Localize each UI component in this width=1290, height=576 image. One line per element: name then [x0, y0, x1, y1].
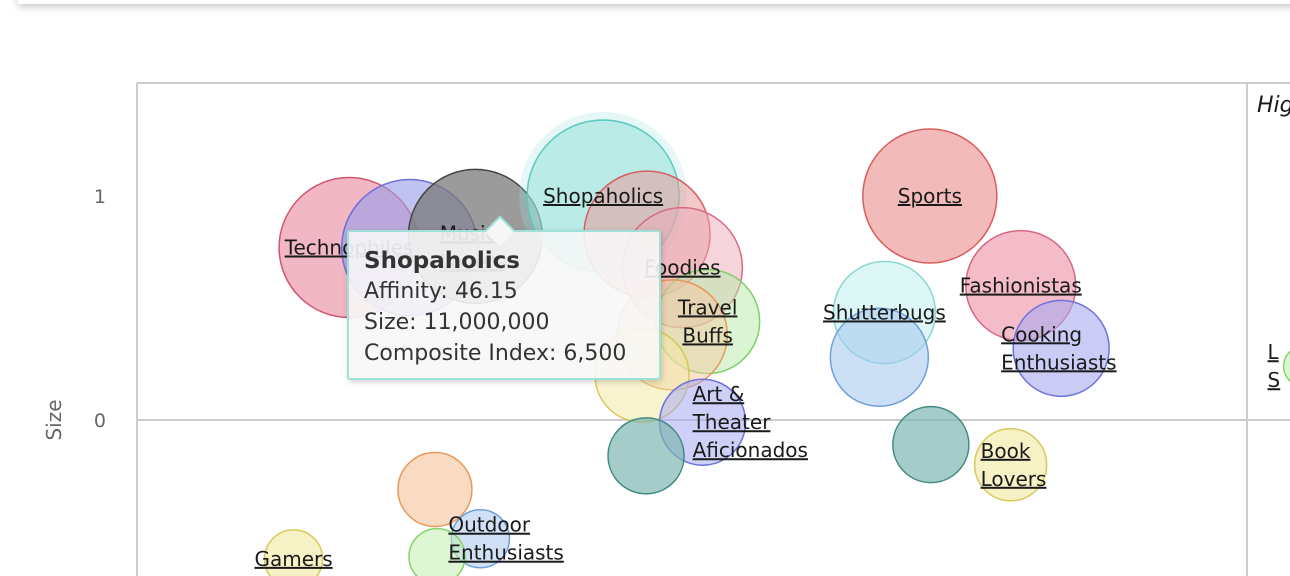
bubble-label-art-theater-aficionados: Theater [692, 410, 772, 434]
bubble-book-lovers [973, 428, 1048, 502]
bubble-blue-light [829, 307, 930, 408]
tooltip-affinity: Affinity: 46.15 [364, 279, 518, 304]
bubble-label-fashionistas: Fashionistas [960, 274, 1082, 298]
y-axis-title: Size [42, 399, 66, 440]
bubble-label-travel-buffs: Travel [677, 295, 737, 319]
bubble-teal-dark-b [892, 405, 970, 484]
quadrant-label: Hig [1257, 93, 1290, 118]
tooltip-composite-index: Composite Index: 6,500 [364, 341, 627, 366]
bubble-teal-dark-a [607, 417, 685, 495]
tooltip: Shopaholics Affinity: 46.15 Size: 11,000… [347, 215, 661, 380]
bubble-label-art-theater-aficionados: Art & [693, 382, 745, 406]
y-tick-label: 0 [94, 410, 106, 432]
bubble-label-gamers: Gamers [254, 547, 332, 571]
bubble-edge-green [1282, 350, 1290, 382]
bubble-label-book-lovers: Book [981, 439, 1031, 463]
bubble-orange-b [397, 451, 473, 528]
bubble-sports [862, 128, 998, 264]
bubble-label-cooking-enthusiasts: Enthusiasts [1001, 350, 1116, 374]
bubble-label-travel-buffs: Buffs [682, 323, 733, 347]
bubble-label-cooking-enthusiasts: Cooking [1001, 322, 1082, 346]
bubble-cooking-enthusiasts [1012, 299, 1110, 398]
bubble-label-art-theater-aficionados: Aficionados [693, 438, 808, 462]
y-tick-label: 1 [94, 186, 106, 208]
bubble-label-shopaholics: Shopaholics [543, 184, 663, 208]
tooltip-size: Size: 11,000,000 [364, 310, 550, 335]
tooltip-title: Shopaholics [364, 248, 520, 274]
bubble-label-edge-green: S [1268, 368, 1281, 392]
bubble-label-book-lovers: Lovers [981, 467, 1047, 491]
bubble-label-sports: Sports [898, 184, 962, 208]
bubble-label-outdoor-enthusiasts: Outdoor [448, 513, 530, 537]
bubble-gamers [263, 529, 324, 576]
top-toolbar-shadow [18, 0, 1290, 4]
bubble-green-small [408, 527, 466, 576]
bubble-label-edge-green: L [1268, 340, 1280, 364]
bubble-label-outdoor-enthusiasts: Enthusiasts [448, 541, 563, 565]
bubble-label-shutterbugs: Shutterbugs [823, 300, 946, 324]
